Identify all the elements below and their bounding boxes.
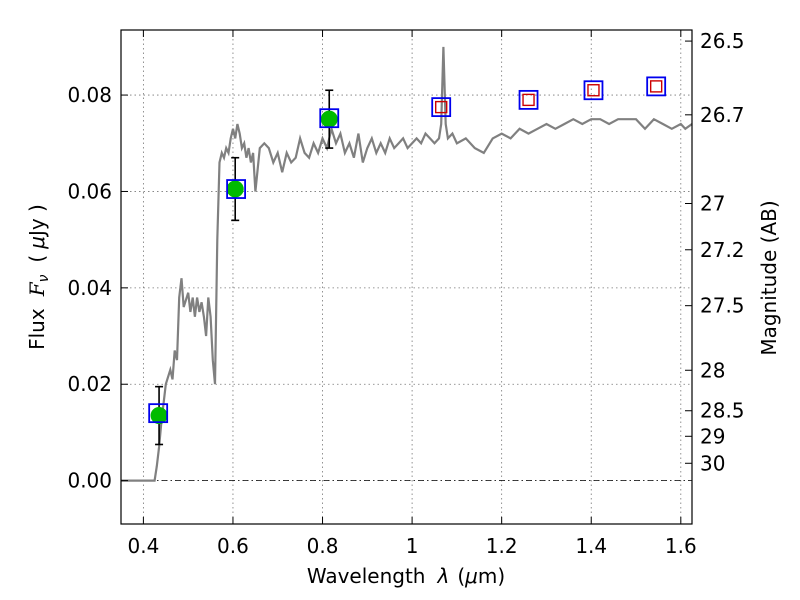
- y2-tick-label: 27: [700, 192, 725, 216]
- y2-tick-label: 28: [700, 358, 725, 382]
- observed-box: [431, 97, 452, 118]
- x-tick-label: 0.4: [127, 534, 159, 558]
- y-tick-label: 0.06: [67, 179, 112, 203]
- photometry-point: [320, 110, 338, 128]
- observed-box: [518, 89, 539, 110]
- model-box: [522, 93, 535, 107]
- observed-boxes: [148, 76, 667, 424]
- x-tick-label: 1.4: [575, 534, 607, 558]
- x-tick-label: 0.8: [307, 534, 339, 558]
- observed-box: [646, 76, 667, 97]
- x-tick-label: 1: [406, 534, 419, 558]
- model-box: [649, 80, 663, 93]
- model-spectrum-line: [121, 46, 693, 482]
- y2-tick-label: 30: [700, 451, 725, 475]
- x-axis-title: Wavelength λ (μm): [307, 564, 505, 588]
- y2-axis-ticks: 26.5 26.7 27 27.2 27.5 28 28.529 30: [685, 29, 745, 475]
- x-tick-label: 0.6: [217, 534, 249, 558]
- x-tick-label: 1.2: [486, 534, 518, 558]
- y-axis-title: FluxFν(μJy ): [25, 204, 52, 350]
- y-tick-label: 0.04: [67, 276, 112, 300]
- photometry-point: [150, 407, 168, 425]
- y-tick-label: 0.00: [67, 469, 112, 493]
- photometry-point: [226, 180, 244, 198]
- y2-tick-label: 27.5: [700, 294, 745, 318]
- y-axis-ticks: 0.00 0.02 0.04 0.06 0.08: [67, 83, 128, 493]
- model-box: [587, 84, 600, 97]
- grid-lines: [121, 30, 692, 524]
- observed-box: [319, 108, 340, 129]
- y2-tick-label: 26.7: [700, 103, 745, 127]
- y2-axis-title: Magnitude (AB): [757, 200, 781, 355]
- observed-box: [226, 179, 246, 199]
- plot-frame: [120, 29, 693, 525]
- y2-tick-label: 27.2: [700, 238, 745, 262]
- observed-box: [148, 403, 169, 424]
- observed-box: [583, 80, 604, 101]
- y2-tick-label: 28.5: [700, 399, 745, 423]
- y2-tick-label: 26.5: [700, 29, 745, 53]
- y-tick-label: 0.08: [67, 83, 112, 107]
- y-tick-label: 0.02: [67, 372, 112, 396]
- model-boxes: [435, 80, 663, 114]
- x-tick-label: 1.6: [665, 534, 697, 558]
- y2-tick-label: 29: [700, 424, 725, 448]
- x-axis-ticks: 0.4 0.6 0.8 1 1.2 1.4 1.6: [127, 30, 697, 558]
- model-box: [435, 100, 448, 114]
